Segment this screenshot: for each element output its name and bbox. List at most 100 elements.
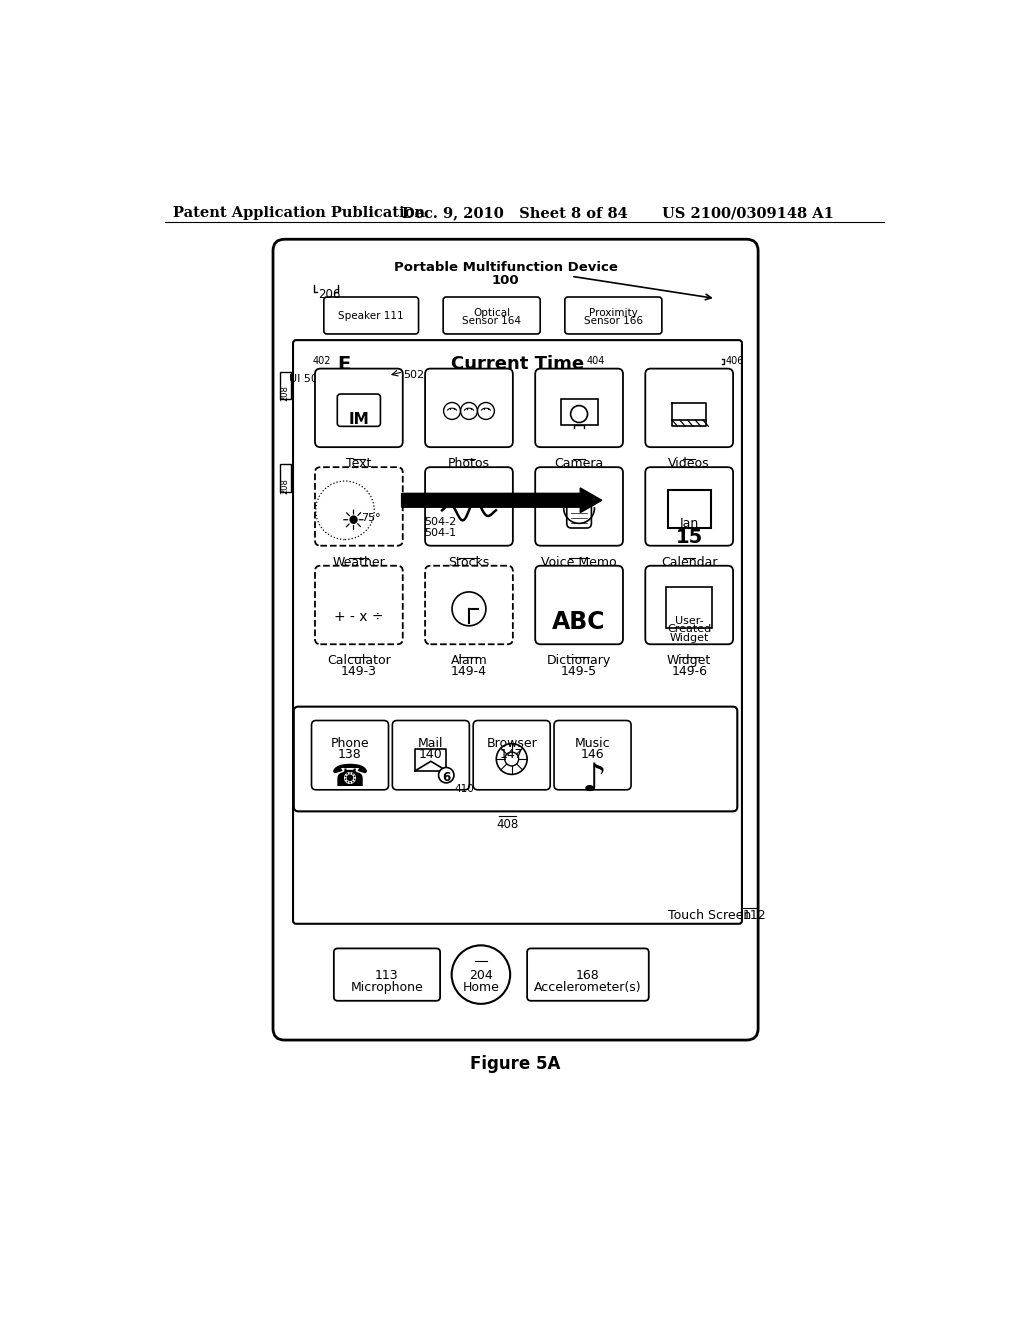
FancyBboxPatch shape	[392, 721, 469, 789]
FancyBboxPatch shape	[311, 721, 388, 789]
Text: Videos: Videos	[669, 457, 710, 470]
Text: 204: 204	[469, 969, 493, 982]
Text: 404: 404	[587, 356, 605, 366]
Text: 406: 406	[726, 356, 744, 366]
Text: 149-5: 149-5	[561, 665, 597, 678]
FancyBboxPatch shape	[315, 368, 402, 447]
FancyBboxPatch shape	[443, 297, 541, 334]
FancyBboxPatch shape	[701, 358, 717, 367]
FancyBboxPatch shape	[536, 566, 623, 644]
Text: 402: 402	[313, 356, 332, 366]
Text: Figure 5A: Figure 5A	[470, 1056, 561, 1073]
Text: Jan: Jan	[680, 517, 698, 531]
FancyBboxPatch shape	[527, 949, 649, 1001]
Text: Voice Memo: Voice Memo	[542, 556, 616, 569]
Text: 100: 100	[492, 275, 519, 286]
Text: Touch Screen: Touch Screen	[668, 909, 752, 923]
Text: Accelerometer(s): Accelerometer(s)	[535, 981, 642, 994]
Text: Calculator: Calculator	[327, 655, 391, 668]
Text: Speaker 111: Speaker 111	[338, 312, 404, 321]
FancyBboxPatch shape	[560, 399, 598, 425]
FancyArrow shape	[401, 488, 602, 512]
FancyBboxPatch shape	[315, 467, 402, 545]
Text: Current Time: Current Time	[452, 355, 585, 372]
Text: 149-1: 149-1	[341, 566, 377, 579]
Text: Proximity: Proximity	[589, 308, 638, 318]
Text: 146: 146	[581, 748, 604, 762]
Polygon shape	[300, 356, 310, 366]
Text: Dec. 9, 2010   Sheet 8 of 84: Dec. 9, 2010 Sheet 8 of 84	[402, 206, 628, 220]
Text: Weather: Weather	[333, 556, 385, 569]
Text: 149-3: 149-3	[341, 665, 377, 678]
Text: User-: User-	[675, 615, 703, 626]
Text: 149-6: 149-6	[671, 665, 708, 678]
Text: ABC: ABC	[552, 610, 606, 634]
FancyBboxPatch shape	[645, 566, 733, 644]
Text: Patent Application Publication: Patent Application Publication	[173, 206, 425, 220]
Text: E: E	[337, 355, 350, 374]
Text: IM: IM	[348, 412, 370, 428]
Text: 410: 410	[454, 784, 474, 795]
Text: Widget: Widget	[667, 655, 712, 668]
Text: 504-1: 504-1	[424, 528, 457, 539]
Text: 138: 138	[338, 748, 361, 762]
FancyBboxPatch shape	[668, 490, 711, 528]
FancyBboxPatch shape	[473, 721, 550, 789]
FancyBboxPatch shape	[294, 706, 737, 812]
FancyBboxPatch shape	[700, 356, 722, 367]
Text: 145: 145	[677, 469, 701, 480]
Text: 15: 15	[676, 528, 702, 546]
FancyBboxPatch shape	[565, 297, 662, 334]
Text: ☎: ☎	[331, 763, 369, 792]
Text: 140: 140	[419, 748, 442, 762]
Text: 408: 408	[497, 817, 519, 830]
Text: Phone: Phone	[331, 738, 370, 751]
Text: Home: Home	[463, 981, 500, 994]
Text: Created: Created	[667, 624, 712, 634]
Text: 113: 113	[375, 969, 398, 982]
Text: 149-4: 149-4	[451, 665, 487, 678]
Text: ♪: ♪	[582, 762, 606, 800]
Text: 504-2: 504-2	[424, 517, 457, 527]
Text: 502: 502	[403, 370, 425, 380]
FancyBboxPatch shape	[280, 372, 291, 400]
FancyBboxPatch shape	[324, 297, 419, 334]
FancyBboxPatch shape	[645, 467, 733, 545]
FancyBboxPatch shape	[554, 721, 631, 789]
FancyBboxPatch shape	[536, 467, 623, 545]
Text: 168: 168	[577, 969, 600, 982]
Text: 148: 148	[677, 566, 701, 579]
Text: ☀: ☀	[340, 508, 366, 536]
FancyBboxPatch shape	[280, 465, 291, 492]
Text: Music: Music	[574, 738, 610, 751]
Text: 143: 143	[567, 469, 591, 480]
Text: 6: 6	[442, 771, 451, 784]
Text: Portable Multifunction Device: Portable Multifunction Device	[393, 261, 617, 273]
FancyBboxPatch shape	[425, 566, 513, 644]
FancyBboxPatch shape	[645, 368, 733, 447]
FancyBboxPatch shape	[566, 496, 592, 528]
FancyBboxPatch shape	[315, 566, 402, 644]
Text: Stocks: Stocks	[449, 556, 489, 569]
FancyBboxPatch shape	[536, 368, 623, 447]
Text: US 2100/0309148 A1: US 2100/0309148 A1	[662, 206, 834, 220]
Text: 208: 208	[281, 478, 290, 494]
FancyBboxPatch shape	[425, 368, 513, 447]
Text: 206: 206	[317, 288, 340, 301]
Text: Widget: Widget	[670, 632, 709, 643]
Text: Microphone: Microphone	[350, 981, 423, 994]
Text: Calendar: Calendar	[660, 556, 718, 569]
Text: UI 500A: UI 500A	[289, 374, 333, 384]
FancyBboxPatch shape	[337, 395, 381, 426]
Text: Sensor 164: Sensor 164	[462, 317, 521, 326]
FancyBboxPatch shape	[293, 341, 742, 924]
Text: Camera: Camera	[554, 457, 604, 470]
FancyBboxPatch shape	[273, 239, 758, 1040]
Text: 144: 144	[457, 469, 481, 480]
Circle shape	[438, 767, 454, 783]
Text: 75°: 75°	[360, 512, 380, 523]
Text: 141: 141	[347, 469, 371, 480]
Text: Optical: Optical	[473, 308, 510, 318]
Text: Dictionary: Dictionary	[547, 655, 611, 668]
FancyBboxPatch shape	[666, 586, 713, 628]
